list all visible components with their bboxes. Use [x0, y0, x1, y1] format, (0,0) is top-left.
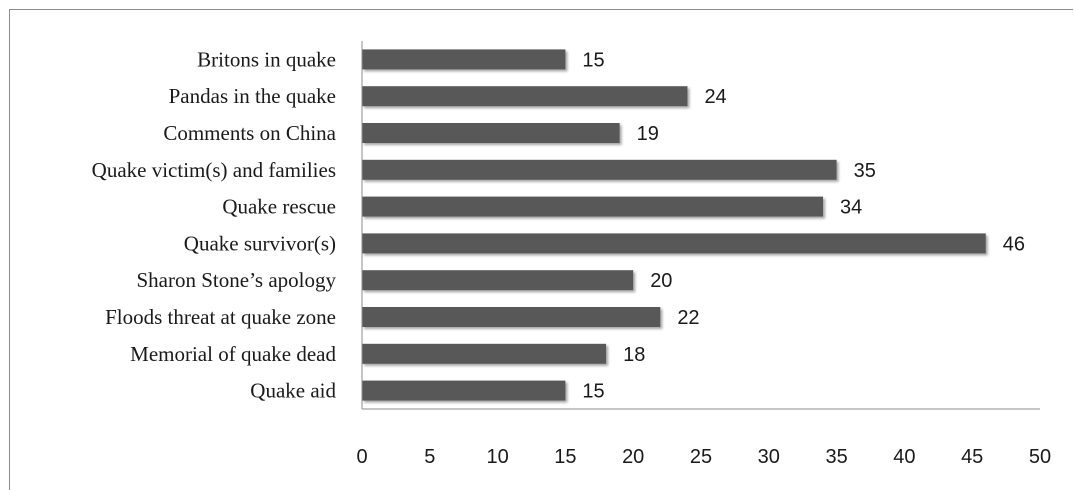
bar — [362, 343, 607, 364]
x-tick-label: 45 — [961, 446, 983, 468]
bar — [362, 307, 661, 327]
bars-layer — [362, 49, 986, 401]
data-label: 18 — [623, 344, 645, 366]
category-label: Memorial of quake dead — [130, 342, 336, 366]
data-label: 19 — [637, 123, 659, 145]
chart-frame — [9, 9, 1073, 490]
data-label: 15 — [582, 49, 604, 71]
data-label: 34 — [840, 197, 862, 219]
bar — [362, 123, 620, 143]
bar — [362, 196, 824, 217]
category-label: Quake aid — [250, 379, 336, 403]
category-label: Sharon Stone’s apology — [137, 268, 337, 292]
data-label: 20 — [650, 270, 672, 292]
x-tick-label: 10 — [486, 446, 508, 468]
x-axis-ticks: 0 5 10 15 20 25 30 35 40 45 50 — [356, 446, 1051, 468]
x-tick-label: 35 — [825, 446, 847, 468]
x-tick-label: 30 — [758, 446, 780, 468]
bar — [362, 86, 688, 107]
category-label: Britons in quake — [197, 47, 336, 71]
data-label: 15 — [582, 381, 604, 403]
bar — [362, 270, 634, 291]
bar — [362, 159, 837, 180]
category-label: Quake rescue — [222, 195, 336, 219]
data-label: 35 — [854, 160, 876, 182]
data-label: 24 — [704, 86, 726, 108]
x-tick-label: 15 — [554, 446, 576, 468]
x-tick-label: 50 — [1029, 446, 1051, 468]
x-tick-label: 20 — [622, 446, 644, 468]
x-tick-label: 0 — [356, 446, 367, 468]
category-labels: Britons in quake Pandas in the quake Comme… — [92, 47, 337, 402]
category-label: Quake survivor(s) — [184, 231, 336, 255]
x-tick-label: 40 — [893, 446, 915, 468]
x-tick-label: 5 — [424, 446, 435, 468]
data-label: 46 — [1003, 233, 1025, 255]
bar — [362, 49, 566, 70]
bar — [362, 233, 986, 254]
bar — [362, 380, 566, 401]
data-label: 22 — [677, 307, 699, 329]
x-tick-label: 25 — [690, 446, 712, 468]
category-label: Pandas in the quake — [169, 84, 336, 108]
category-label: Comments on China — [163, 121, 336, 145]
category-label: Floods threat at quake zone — [105, 305, 336, 329]
category-label: Quake victim(s) and families — [92, 158, 336, 182]
